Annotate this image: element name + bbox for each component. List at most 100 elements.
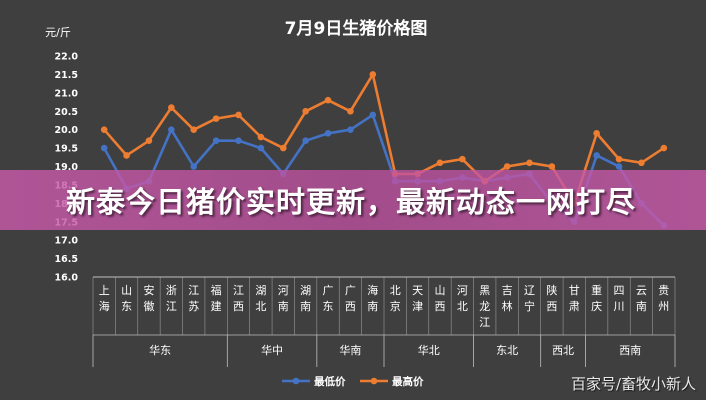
data-point (459, 155, 466, 163)
x-tick-label: 津 (412, 300, 423, 313)
data-point (324, 96, 332, 104)
x-tick-label: 浙 (166, 284, 177, 297)
region-label: 西南 (619, 344, 641, 357)
x-tick-label: 建 (211, 299, 222, 313)
x-tick-label: 贵 (658, 284, 669, 297)
data-point (436, 159, 444, 167)
x-tick-label: 西 (345, 300, 356, 313)
y-tick-label: 20.5 (55, 107, 78, 118)
x-tick-label: 山 (434, 284, 445, 297)
y-tick-label: 19.5 (55, 144, 78, 155)
y-tick-label: 19.0 (55, 162, 79, 173)
y-tick-label: 17.0 (55, 236, 79, 247)
data-point (212, 137, 220, 145)
data-point (100, 144, 108, 152)
x-tick-label: 河 (278, 284, 289, 297)
y-tick-label: 21.5 (55, 70, 78, 81)
x-tick-label: 南 (367, 300, 378, 313)
data-point (279, 144, 287, 152)
x-tick-label: 吉 (502, 284, 513, 297)
region-label: 西北 (552, 344, 574, 357)
x-tick-label: 福 (211, 283, 222, 297)
data-point (347, 107, 354, 115)
x-tick-label: 东 (121, 300, 132, 313)
headline-banner: 新泰今日猪价实时更新，最新动态一网打尽 (0, 170, 706, 230)
x-tick-label: 庆 (591, 299, 602, 313)
x-tick-label: 东 (323, 300, 334, 313)
x-tick-label: 上 (99, 284, 110, 297)
y-tick-label: 20.0 (55, 125, 79, 136)
headline-text: 新泰今日猪价实时更新，最新动态一网打尽 (66, 185, 637, 219)
data-point (212, 115, 220, 122)
x-tick-label: 肃 (569, 300, 580, 313)
data-point (257, 144, 265, 152)
x-tick-label: 江 (166, 300, 177, 313)
x-tick-label: 重 (591, 283, 602, 297)
y-tick-label: 21.0 (55, 88, 79, 99)
data-point (190, 163, 198, 170)
data-point (593, 130, 600, 137)
legend-label: 最低价 (314, 375, 346, 388)
x-tick-label: 安 (143, 283, 154, 297)
data-point (302, 107, 309, 115)
x-tick-label: 州 (658, 300, 669, 313)
x-tick-label: 龙 (479, 300, 490, 313)
data-point (235, 137, 242, 145)
x-tick-label: 陕 (546, 283, 557, 297)
x-tick-label: 川 (614, 300, 625, 313)
x-tick-label: 南 (278, 300, 289, 313)
x-tick-label: 宁 (524, 299, 535, 313)
data-point (235, 111, 242, 119)
data-point (100, 126, 108, 133)
x-tick-label: 西 (233, 300, 244, 313)
watermark: 百家号/畜牧小新人 (570, 375, 696, 393)
x-tick-label: 黑 (479, 284, 490, 297)
data-point (145, 137, 153, 145)
y-tick-label: 16.5 (55, 254, 78, 265)
x-tick-label: 江 (479, 316, 490, 329)
x-tick-label: 苏 (188, 300, 199, 313)
x-tick-label: 云 (636, 284, 647, 297)
x-tick-label: 西 (434, 300, 445, 313)
region-label: 东北 (496, 344, 518, 357)
data-point (369, 71, 377, 78)
data-point (615, 155, 623, 163)
y-tick-label: 16.0 (55, 273, 79, 284)
data-point (593, 152, 600, 159)
data-point (660, 144, 668, 152)
x-tick-label: 湖 (255, 284, 266, 297)
x-tick-label: 林 (502, 299, 513, 313)
data-point (168, 126, 175, 133)
y-axis-unit: 元/斤 (45, 26, 71, 39)
x-tick-label: 北 (255, 300, 266, 313)
x-tick-label: 北 (390, 284, 401, 297)
region-label: 华南 (339, 343, 361, 357)
data-point (123, 152, 130, 159)
data-point (526, 159, 533, 167)
x-tick-label: 南 (300, 300, 311, 313)
x-tick-label: 江 (233, 284, 244, 297)
data-point (638, 159, 645, 167)
x-tick-label: 天 (412, 284, 423, 297)
x-tick-label: 徽 (143, 299, 154, 313)
chart-title: 7月9日生猪价格图 (285, 18, 428, 39)
x-tick-label: 河 (457, 284, 468, 297)
legend-swatch-marker (292, 377, 300, 385)
data-point (615, 163, 623, 170)
x-tick-label: 甘 (569, 284, 580, 297)
x-tick-label: 江 (188, 284, 199, 297)
x-tick-label: 北 (457, 300, 468, 313)
x-tick-label: 海 (367, 283, 378, 297)
data-point (257, 133, 265, 141)
legend-label: 最高价 (392, 375, 424, 388)
data-point (302, 137, 309, 145)
x-tick-label: 辽 (524, 284, 535, 297)
legend-swatch-marker (370, 377, 378, 385)
data-point (324, 130, 332, 137)
data-point (190, 126, 198, 133)
x-tick-label: 湖 (300, 284, 311, 297)
data-point (548, 163, 556, 170)
region-label: 华东 (149, 343, 171, 357)
region-label: 华北 (418, 343, 440, 357)
region-label: 华中 (261, 343, 283, 357)
